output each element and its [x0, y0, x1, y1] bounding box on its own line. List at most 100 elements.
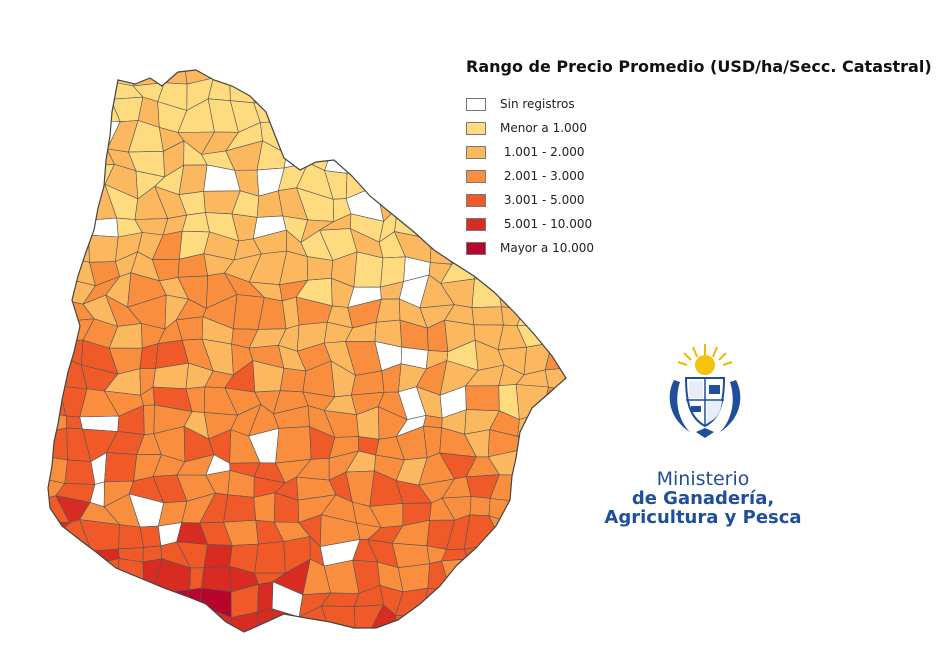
cadastral-section: [151, 604, 193, 632]
cadastral-section: [496, 273, 525, 310]
cadastral-section: [321, 70, 360, 86]
cadastral-section: [519, 273, 548, 310]
cadastral-section: [416, 173, 454, 195]
cadastral-section: [399, 636, 425, 654]
cadastral-section: [104, 452, 138, 483]
cadastral-section: [55, 77, 90, 105]
cadastral-section: [55, 164, 96, 187]
cadastral-section: [516, 537, 547, 572]
cadastral-section: [418, 632, 448, 654]
cadastral-section: [133, 624, 161, 632]
cadastral-section: [443, 582, 478, 610]
cadastral-section: [159, 70, 188, 85]
cadastral-section: [55, 70, 89, 89]
legend-item-5001-10000: 5.001 - 10.000: [466, 212, 594, 236]
cadastral-section: [355, 103, 380, 127]
cadastral-section: [357, 82, 379, 107]
ministry-line-1: Ministerio: [656, 468, 750, 490]
cadastral-section: [544, 298, 566, 327]
cadastral-section: [229, 70, 260, 86]
cadastral-section: [347, 121, 383, 152]
cadastral-section: [48, 70, 65, 89]
cadastral-section: [514, 585, 548, 614]
cadastral-section: [535, 626, 566, 632]
cadastral-section: [48, 147, 67, 177]
cadastral-section: [421, 99, 452, 133]
legend-label: 2.001 - 3.000: [500, 169, 585, 183]
cadastral-section: [296, 117, 333, 156]
cadastral-section: [444, 624, 473, 632]
cadastral-section: [229, 74, 260, 104]
cadastral-section: [132, 70, 165, 87]
cadastral-section: [353, 251, 384, 288]
cadastral-section: [103, 631, 137, 632]
cadastral-section: [328, 637, 355, 654]
cadastral-section: [88, 234, 119, 263]
cadastral-section: [84, 70, 117, 83]
cadastral-section: [48, 536, 61, 569]
ministry-logo-text: Ministerio de Ganadería, Agricultura y P…: [598, 468, 808, 528]
cadastral-section: [80, 558, 120, 591]
cadastral-section: [255, 70, 284, 82]
cadastral-section: [303, 70, 329, 88]
cadastral-section: [391, 542, 431, 569]
cadastral-section: [395, 121, 432, 150]
cadastral-section: [501, 539, 523, 572]
cadastral-section: [84, 77, 117, 105]
cadastral-section: [253, 492, 276, 523]
cadastral-section: [48, 581, 71, 611]
cadastral-section: [48, 521, 71, 545]
cadastral-section: [138, 580, 155, 616]
cadastral-section: [465, 385, 500, 412]
cadastral-section: [473, 582, 503, 617]
cadastral-section: [416, 148, 454, 177]
legend-swatch: [466, 193, 486, 207]
cadastral-section: [279, 367, 307, 393]
cadastral-section: [55, 185, 84, 222]
cadastral-section: [516, 298, 548, 327]
cadastral-section: [423, 415, 443, 429]
cadastral-section: [539, 411, 566, 435]
cadastral-section: [159, 624, 193, 632]
laurel-wreath-icon: [669, 380, 741, 438]
legend-swatch: [466, 217, 486, 231]
legend-label: Menor a 1.000: [500, 121, 587, 135]
cadastral-section: [118, 524, 144, 550]
cadastral-section: [296, 99, 336, 123]
cadastral-section: [48, 455, 68, 484]
cadastral-section: [151, 589, 191, 615]
cadastral-section: [467, 558, 504, 592]
cadastral-section: [378, 121, 407, 147]
cadastral-section: [518, 607, 548, 628]
ministry-line-2: de Ganadería,: [631, 487, 775, 509]
cadastral-section: [346, 146, 383, 174]
coat-of-arms-icon: [669, 344, 741, 438]
cadastral-section: [539, 429, 566, 459]
legend-swatch: [466, 97, 486, 111]
cadastral-section: [536, 565, 566, 594]
cadastral-section: [469, 496, 491, 517]
cadastral-section: [56, 100, 90, 125]
cadastral-section: [253, 74, 284, 105]
cadastral-section: [48, 100, 58, 127]
cadastral-section: [271, 99, 307, 123]
cadastral-section: [116, 558, 144, 591]
cadastral-section: [372, 146, 404, 170]
cadastral-section: [502, 569, 524, 592]
cadastral-section: [377, 82, 408, 108]
cadastral-section: [372, 165, 404, 194]
cadastral-section: [48, 257, 73, 281]
cadastral-section: [183, 631, 213, 632]
cadastral-section: [48, 320, 68, 347]
cadastral-section: [276, 81, 312, 105]
legend-item-menor-1000: Menor a 1.000: [466, 116, 594, 140]
ministry-line-3: Agricultura y Pesca: [604, 506, 802, 528]
cadastral-section: [223, 494, 257, 523]
cadastral-section: [59, 566, 88, 587]
cadastral-section: [63, 631, 89, 632]
legend-swatch: [466, 121, 486, 135]
cadastral-section: [48, 81, 57, 105]
cadastral-section: [518, 472, 548, 506]
cadastral-section: [351, 70, 379, 86]
cadastral-section: [377, 103, 407, 123]
